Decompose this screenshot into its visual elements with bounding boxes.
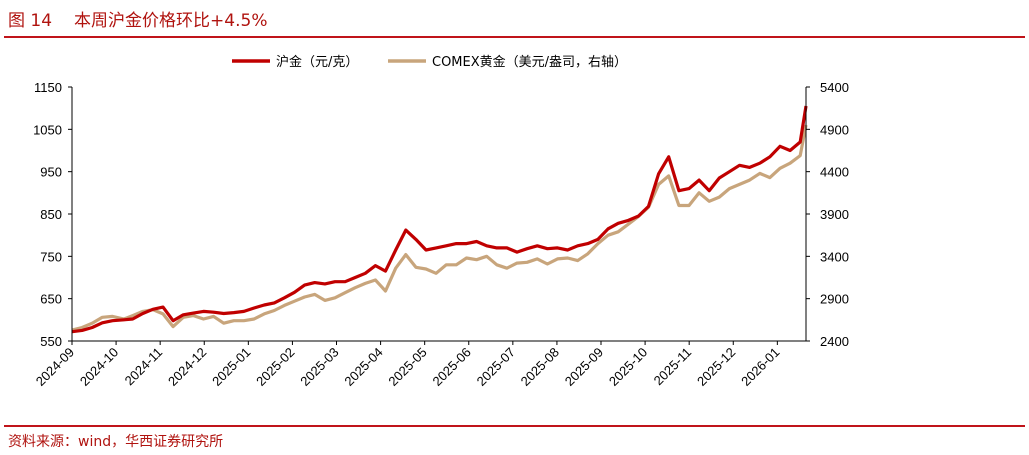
left-tick-label: 1150 [34,80,62,95]
x-axis: 2024-09 2024-10 2024-11 2024-12 2025-01 2025-… [33,340,806,389]
left-tick-label: 750 [40,249,62,264]
right-tick-label: 3900 [820,207,849,222]
right-tick-label: 2400 [820,334,849,349]
x-tick-label: 2026-01 [738,345,782,389]
figure-number: 图 14 [8,11,53,31]
left-tick-label: 550 [40,334,62,349]
x-tick-label: 2025-04 [341,345,385,389]
chart-legend: 沪金（元/克） COMEX黄金（美元/盎司，右轴） [232,54,627,70]
top-divider [4,36,1025,38]
legend-label: 沪金（元/克） [276,54,358,70]
x-tick-label: 2025-08 [518,345,562,389]
legend-label: COMEX黄金（美元/盎司，右轴） [432,54,627,70]
x-tick-label: 2025-12 [694,345,738,389]
series-line-sh-gold [71,105,808,334]
x-tick-label: 2025-03 [297,345,341,389]
series-line-comex-gold [71,124,808,332]
x-tick-label: 2024-11 [122,345,166,389]
x-tick-label: 2025-10 [606,345,650,389]
right-y-axis: 2400 2900 3400 3900 4400 4900 5400 [805,80,849,349]
right-tick-label: 5400 [820,80,849,95]
legend-item-comex-gold: COMEX黄金（美元/盎司，右轴） [388,54,627,70]
right-tick-label: 2900 [820,292,849,307]
right-tick-label: 3400 [820,249,849,264]
figure-title-text: 本周沪金价格环比+4.5% [74,11,268,31]
x-tick-label: 2025-01 [209,345,253,389]
left-tick-label: 1050 [33,122,62,137]
x-tick-label: 2024-09 [33,345,77,389]
source-note: 资料来源：wind，华西证券研究所 [8,434,224,450]
left-tick-label: 850 [40,207,62,222]
x-tick-label: 2025-02 [253,345,297,389]
right-tick-label: 4400 [820,165,849,180]
left-tick-label: 650 [40,292,62,307]
x-tick-label: 2025-07 [474,345,518,389]
x-tick-label: 2025-06 [430,345,474,389]
bottom-divider [4,425,1025,427]
x-tick-label: 2025-09 [562,345,606,389]
x-tick-label: 2025-05 [385,345,429,389]
x-tick-label: 2024-12 [165,345,209,389]
plot-area [71,105,808,334]
left-tick-label: 950 [40,165,62,180]
figure-title: 图 14 本周沪金价格环比+4.5% [8,6,267,31]
x-tick-label: 2025-11 [651,345,695,389]
x-tick-label: 2024-10 [77,345,121,389]
left-y-axis: 550 650 750 850 950 1050 1150 [33,80,73,349]
right-tick-label: 4900 [820,122,849,137]
legend-item-sh-gold: 沪金（元/克） [232,54,358,70]
